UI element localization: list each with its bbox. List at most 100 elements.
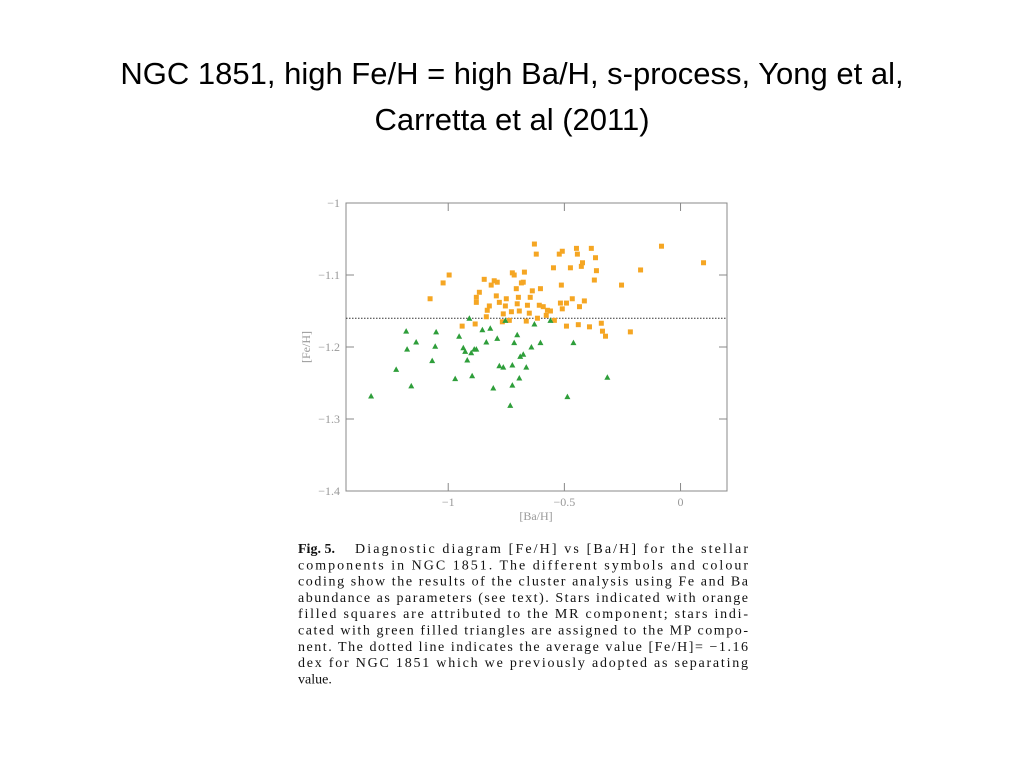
data-point — [509, 382, 516, 388]
data-point — [509, 362, 516, 368]
data-point — [521, 269, 527, 275]
caption-line: abundance as parameters (see text). Star… — [298, 591, 748, 606]
data-point — [602, 333, 608, 339]
data-point — [537, 286, 543, 292]
data-point — [593, 268, 599, 274]
data-point — [544, 307, 550, 313]
data-point — [503, 296, 509, 302]
x-tick-label: −0.5 — [553, 495, 575, 509]
data-point — [459, 323, 465, 329]
data-point — [619, 282, 625, 288]
data-point — [494, 335, 501, 341]
data-point — [473, 294, 479, 300]
caption-label: Fig. 5. — [298, 542, 335, 557]
data-point — [472, 321, 478, 327]
data-point — [598, 320, 604, 326]
data-point — [575, 322, 581, 328]
data-point — [576, 304, 582, 310]
data-point — [433, 328, 440, 335]
data-point — [558, 282, 564, 288]
data-point — [550, 265, 556, 271]
data-point — [440, 280, 446, 286]
data-point — [627, 329, 633, 335]
data-point — [520, 279, 526, 285]
data-point — [499, 319, 505, 325]
data-point — [393, 366, 400, 372]
data-point — [547, 317, 554, 323]
data-point — [658, 243, 664, 249]
y-tick-label: −1.3 — [318, 412, 340, 426]
data-point — [551, 317, 557, 323]
data-point — [529, 288, 535, 294]
data-point — [464, 356, 471, 363]
data-point — [540, 304, 546, 310]
data-point — [507, 402, 514, 408]
data-point — [563, 300, 569, 306]
caption-line: value. — [298, 672, 332, 687]
data-point — [456, 333, 463, 339]
data-point — [604, 374, 611, 380]
data-point — [496, 362, 503, 369]
data-point — [581, 298, 587, 304]
data-point — [484, 307, 490, 313]
caption-line: coding show the results of the cluster a… — [298, 575, 749, 590]
data-point — [508, 309, 514, 315]
data-point — [473, 299, 479, 305]
data-point — [432, 343, 439, 349]
data-point — [476, 289, 482, 295]
y-axis-label: [Fe/H] — [299, 331, 313, 363]
data-point — [579, 260, 585, 266]
data-point — [413, 338, 420, 345]
data-point — [452, 375, 459, 382]
data-point — [479, 326, 486, 333]
data-point — [543, 312, 549, 318]
data-point — [368, 392, 375, 399]
data-point — [536, 302, 542, 308]
data-point — [574, 251, 580, 257]
data-point — [496, 299, 502, 305]
data-point — [528, 344, 535, 350]
data-point — [466, 315, 473, 321]
data-point — [531, 320, 538, 327]
x-axis-label: [Ba/H] — [519, 509, 552, 523]
caption-line: nent. The dotted line indicates the aver… — [298, 640, 748, 655]
y-tick-label: −1.1 — [318, 268, 340, 282]
data-point — [638, 267, 644, 273]
data-point — [515, 294, 521, 300]
data-point — [514, 331, 521, 338]
data-point — [511, 339, 518, 346]
y-tick-label: −1 — [327, 196, 340, 210]
caption-line: Diagnostic diagram [Fe/H] vs [Ba/H] for … — [355, 542, 748, 557]
data-point — [490, 385, 497, 391]
data-point — [506, 317, 512, 323]
data-point — [516, 308, 522, 314]
caption-line: dex for NGC 1851 which we previously ado… — [298, 656, 748, 671]
data-point — [520, 351, 527, 357]
data-point — [527, 294, 533, 300]
y-tick-label: −1.2 — [318, 340, 340, 354]
data-point — [462, 348, 469, 354]
data-point — [547, 308, 553, 314]
data-point — [599, 328, 605, 334]
data-point — [588, 245, 594, 251]
data-point — [573, 245, 579, 251]
data-point — [591, 277, 597, 283]
data-point — [403, 328, 410, 334]
data-point — [513, 286, 519, 292]
data-point — [469, 372, 476, 379]
data-point — [481, 276, 487, 282]
data-point — [446, 272, 452, 278]
data-point — [473, 346, 480, 352]
data-point — [559, 248, 565, 254]
data-point — [502, 317, 509, 323]
y-tick-label: −1.4 — [318, 484, 340, 498]
data-point — [493, 293, 499, 299]
x-tick-label: 0 — [678, 495, 684, 509]
data-point — [427, 296, 433, 302]
data-point — [524, 302, 530, 308]
data-point — [593, 255, 599, 261]
data-point — [556, 251, 562, 257]
data-point — [523, 318, 529, 324]
data-point — [516, 374, 523, 381]
